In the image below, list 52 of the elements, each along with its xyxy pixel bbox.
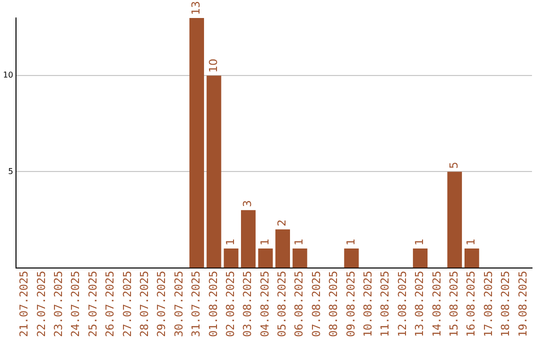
x-tick-label: 14.08.2025 <box>430 270 444 338</box>
x-tick-label: 10.08.2025 <box>362 270 375 338</box>
x-tick-label: 23.07.2025 <box>52 270 66 338</box>
data-label: 13 <box>190 1 203 15</box>
data-label: 1 <box>464 238 478 246</box>
x-tick-label: 22.07.2025 <box>34 270 48 338</box>
bar <box>224 248 238 268</box>
x-tick-label: 17.08.2025 <box>482 270 495 338</box>
x-tick-label: 13.08.2025 <box>413 270 426 338</box>
x-tick-label: 09.08.2025 <box>344 270 358 338</box>
x-tick-label: 15.08.2025 <box>447 270 460 338</box>
x-tick-label: 25.07.2025 <box>86 270 100 338</box>
bar <box>206 76 222 268</box>
bar <box>258 248 273 268</box>
x-tick-label: 05.08.2025 <box>276 270 289 338</box>
x-tick-label: 12.08.2025 <box>396 270 409 338</box>
x-tick-label: 21.07.2025 <box>18 270 31 338</box>
data-label: 2 <box>276 219 289 226</box>
x-tick-label: 24.07.2025 <box>69 270 82 338</box>
bar <box>412 248 428 268</box>
data-label: 1 <box>344 238 358 246</box>
bar <box>344 248 359 268</box>
x-tick-label: 28.07.2025 <box>138 270 151 338</box>
data-label: 1 <box>258 238 272 246</box>
data-label: 3 <box>241 200 254 208</box>
x-tick-label: 18.08.2025 <box>499 270 512 338</box>
x-tick-label: 11.08.2025 <box>378 270 392 338</box>
x-tick-label: 27.07.2025 <box>120 270 134 338</box>
data-label: 5 <box>447 162 460 169</box>
bar <box>464 248 480 268</box>
x-tick-label: 31.07.2025 <box>190 270 203 338</box>
x-tick-label: 26.07.2025 <box>104 270 117 338</box>
x-tick-label: 04.08.2025 <box>258 270 272 338</box>
x-tick-label: 01.08.2025 <box>206 270 220 338</box>
bar <box>447 172 462 268</box>
x-tick-label: 30.07.2025 <box>172 270 186 338</box>
bar <box>292 248 308 268</box>
bar <box>189 18 204 268</box>
x-tick-label: 19.08.2025 <box>516 270 530 338</box>
x-tick-label: 29.07.2025 <box>155 270 168 338</box>
bar <box>275 229 290 268</box>
data-label: 1 <box>292 238 306 246</box>
data-label: 1 <box>413 238 426 246</box>
x-tick-label: 06.08.2025 <box>292 270 306 338</box>
x-tick-label: 03.08.2025 <box>241 270 254 338</box>
data-label: 10 <box>206 58 220 73</box>
data-label: 1 <box>224 238 237 246</box>
x-tick-label: 08.08.2025 <box>327 270 340 338</box>
x-tick-label: 07.08.2025 <box>310 270 323 338</box>
x-tick-label: 02.08.2025 <box>224 270 237 338</box>
x-tick-label: 16.08.2025 <box>464 270 478 338</box>
bar <box>240 210 256 268</box>
